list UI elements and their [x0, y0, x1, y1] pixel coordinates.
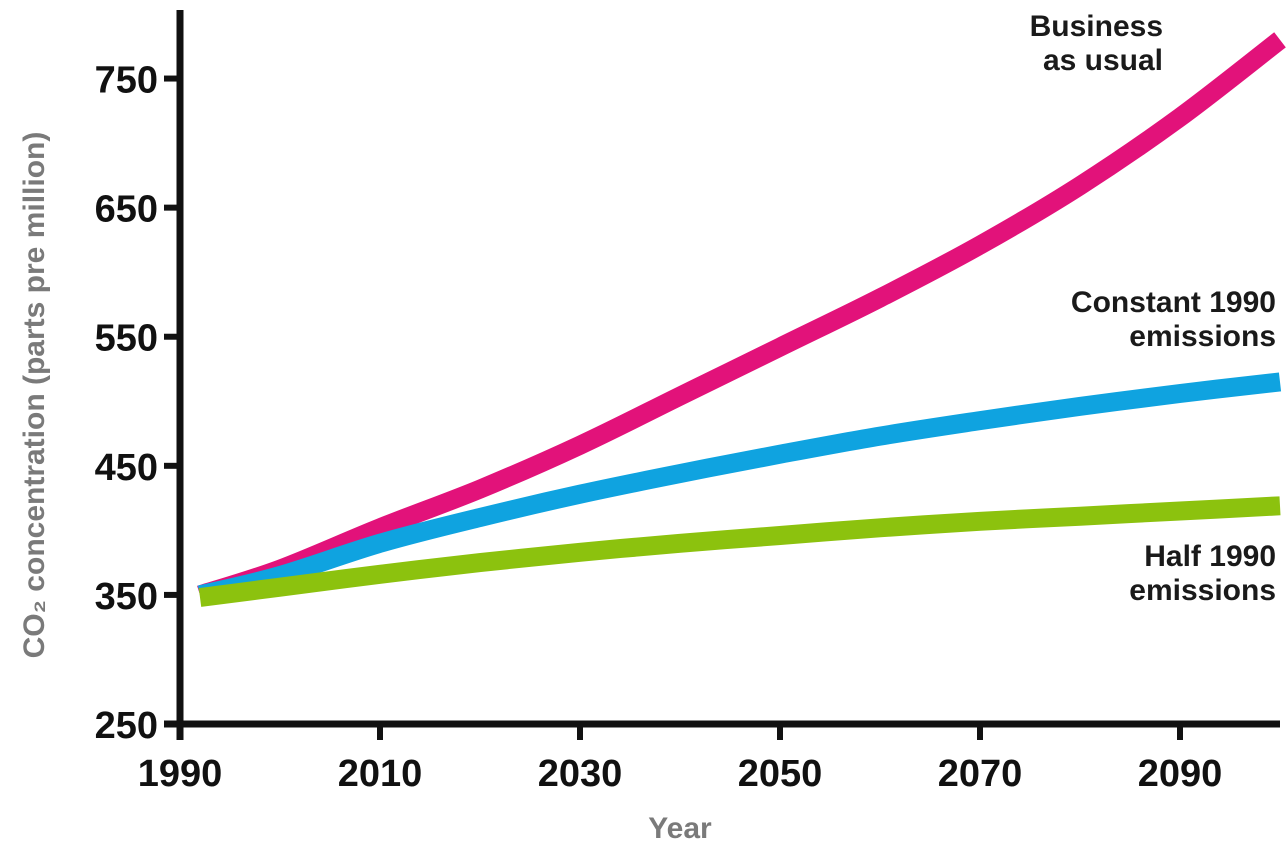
y-axis-title: CO₂ concentration (parts pre million) [18, 132, 51, 659]
series-label-1: Constant 1990 emissions [1071, 286, 1276, 353]
y-tick-label: 750 [95, 60, 158, 102]
y-tick-label: 350 [95, 576, 158, 618]
series-label-0: Business as usual [1030, 10, 1163, 77]
y-tick-label: 550 [95, 318, 158, 360]
x-tick-label: 2050 [738, 753, 823, 795]
y-tick-label: 650 [95, 189, 158, 231]
x-tick-label: 2010 [338, 753, 423, 795]
series-line-0 [197, 32, 1286, 604]
y-tick-label: 250 [95, 705, 158, 747]
series-label-line: Business [1030, 10, 1163, 43]
series-line-2 [198, 496, 1281, 607]
series-label-line: emissions [1129, 320, 1276, 353]
y-tick-label: 450 [95, 447, 158, 489]
x-tick-label: 1990 [138, 753, 223, 795]
x-axis-title: Year [648, 812, 712, 845]
series-layer [197, 32, 1286, 607]
series-label-line: emissions [1129, 574, 1276, 607]
axes-layer: 250 350 450 550 650 750 1990 2010 2030 2050 2070 20… [95, 10, 1280, 795]
series-label-line: Constant 1990 [1071, 286, 1276, 319]
series-line-1 [197, 372, 1282, 605]
x-tick-label: 2090 [1138, 753, 1223, 795]
x-tick-label: 2030 [538, 753, 623, 795]
series-label-line: as usual [1043, 44, 1163, 77]
series-label-line: Half 1990 [1144, 540, 1276, 573]
x-tick-label: 2070 [938, 753, 1023, 795]
series-label-2: Half 1990 emissions [1129, 540, 1276, 607]
